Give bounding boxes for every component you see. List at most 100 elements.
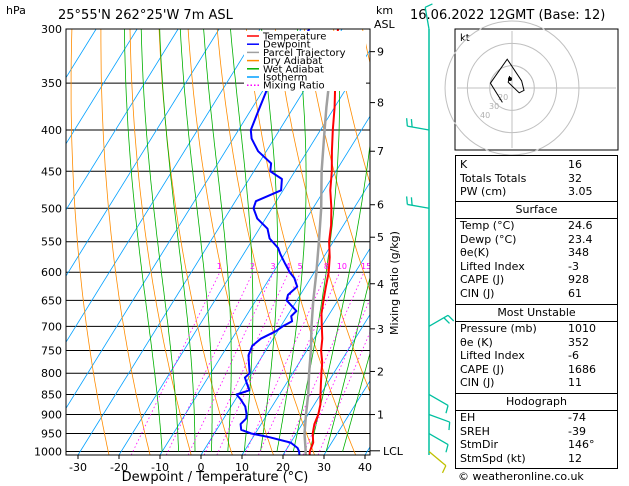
mixing-ratio-line (187, 272, 274, 455)
pressure-tick-label: 900 (41, 409, 62, 422)
mixing-ratio-label: 1 (217, 262, 222, 271)
mixing-ratio-label: 10 (337, 262, 347, 271)
km-tick-label: 8 (377, 97, 384, 110)
wind-barb-flag (405, 196, 408, 205)
pressure-tick-label: 500 (41, 202, 62, 215)
isotherm-line (77, 29, 343, 455)
dry-adiabat (216, 29, 315, 455)
isotherm-line (66, 29, 302, 409)
wind-barb (428, 393, 449, 407)
wet-adiabat (276, 29, 307, 452)
location-title: 25°55'N 262°25'W 7m ASL (58, 8, 233, 23)
table-row: EH -74 (460, 411, 586, 424)
isotherm-line (0, 29, 14, 455)
wind-barb-flag (445, 444, 449, 453)
mixing-ratio-line (165, 272, 254, 455)
isotherm-line (159, 115, 370, 455)
wind-barb-flag (445, 405, 449, 414)
wind-barb-flag (405, 118, 408, 127)
table-row: Temp (°C) 24.6 (460, 219, 593, 232)
x-tick-label: 40 (358, 461, 372, 474)
table-row: StmDir 146° (460, 438, 595, 452)
parcel-trajectory-line (303, 82, 331, 455)
wind-barb (424, 7, 430, 30)
temperature-line (308, 29, 339, 455)
pressure-tick-label: 350 (41, 77, 62, 90)
wet-adiabat (159, 29, 196, 452)
x-tick-label: -20 (110, 461, 128, 474)
legend-label: Dewpoint (263, 40, 311, 51)
table-row: SREH -39 (460, 424, 586, 438)
dry-adiabat (304, 29, 370, 293)
pressure-tick-label: 300 (41, 23, 62, 36)
footer-credit: © weatheronline.co.uk (458, 470, 584, 483)
pressure-tick-label: 600 (41, 266, 62, 279)
table-row: CAPE (J) 928 (460, 273, 589, 287)
plot-frame (65, 28, 371, 456)
legend-label: Mixing Ratio (263, 81, 325, 92)
legend-label: Dry Adiabat (263, 56, 322, 67)
asl-label: ASL (374, 18, 395, 31)
mixing-ratio-label: 3 (271, 262, 276, 271)
pressure-tick-label: 450 (41, 165, 62, 178)
table-row: θe (K) 352 (460, 335, 589, 349)
isotherm-line (66, 29, 261, 343)
wind-barb (428, 432, 449, 446)
storm-motion-marker (508, 77, 512, 81)
pressure-tick-label: 850 (41, 388, 62, 401)
dry-adiabat (274, 29, 370, 393)
hodograph-ring-label: 20 (498, 93, 508, 102)
legend-label: Temperature (262, 32, 326, 43)
dewpoint-line (235, 29, 330, 455)
most-unstable-title: Most Unstable (456, 305, 617, 322)
wind-barb-flag (443, 317, 450, 324)
pressure-tick-label: 800 (41, 367, 62, 380)
mixing-ratio-line (130, 272, 221, 455)
pressure-unit: hPa (6, 4, 26, 17)
table-row: CAPE (J) 1686 (460, 362, 596, 376)
x-tick-label: -10 (151, 461, 169, 474)
km-tick-label: 1 (377, 409, 384, 422)
wind-barb-flag (410, 118, 413, 128)
legend-box (244, 31, 366, 91)
mixing-ratio-line (317, 331, 370, 455)
mixing-ratio-label: 2 (250, 262, 255, 271)
surface-title: Surface (456, 202, 617, 219)
isotherm-line (323, 380, 370, 455)
km-label: km (376, 4, 394, 17)
km-tick-label: 6 (377, 199, 384, 212)
x-tick-label: 20 (276, 461, 290, 474)
wind-barb-flag (424, 3, 433, 8)
hodograph-frame (454, 28, 619, 151)
table-row: StmSpd (kt) 12 (460, 451, 582, 465)
dry-adiabat (624, 29, 629, 455)
wet-adiabat (124, 29, 163, 452)
wind-barb-flag (447, 314, 455, 322)
km-tick-label: 2 (377, 365, 384, 378)
wind-barb-flag (441, 465, 447, 474)
hodograph-unit: kt (460, 33, 470, 44)
table-row: θe(K) 348 (460, 246, 589, 260)
dry-adiabat (70, 29, 110, 455)
dry-adiabat (100, 29, 151, 455)
wet-adiabat (230, 29, 254, 452)
wind-profile (405, 3, 455, 474)
pressure-tick-label: 750 (41, 345, 62, 358)
isotherm-line (200, 181, 370, 455)
km-tick-label: 7 (377, 145, 384, 158)
km-tick-label: 9 (377, 46, 384, 59)
km-tick-label: 3 (377, 323, 384, 336)
x-tick-label: -30 (69, 461, 87, 474)
mixing-ratio-label: 4 (286, 262, 291, 271)
mixing-ratio-label: 15 (361, 262, 371, 271)
datetime: 16.06.2022 12GMT (Base: 12) (410, 8, 606, 23)
hodograph-title: Hodograph (456, 394, 617, 411)
table-row: Pressure (mb) 1010 (460, 322, 596, 335)
dry-adiabat (333, 29, 370, 185)
x-tick-label: 30 (317, 461, 331, 474)
wind-barb (428, 314, 449, 327)
wind-barb (407, 203, 430, 209)
table-row: CIN (J) 61 (460, 286, 582, 300)
pressure-tick-label: 700 (41, 320, 62, 333)
